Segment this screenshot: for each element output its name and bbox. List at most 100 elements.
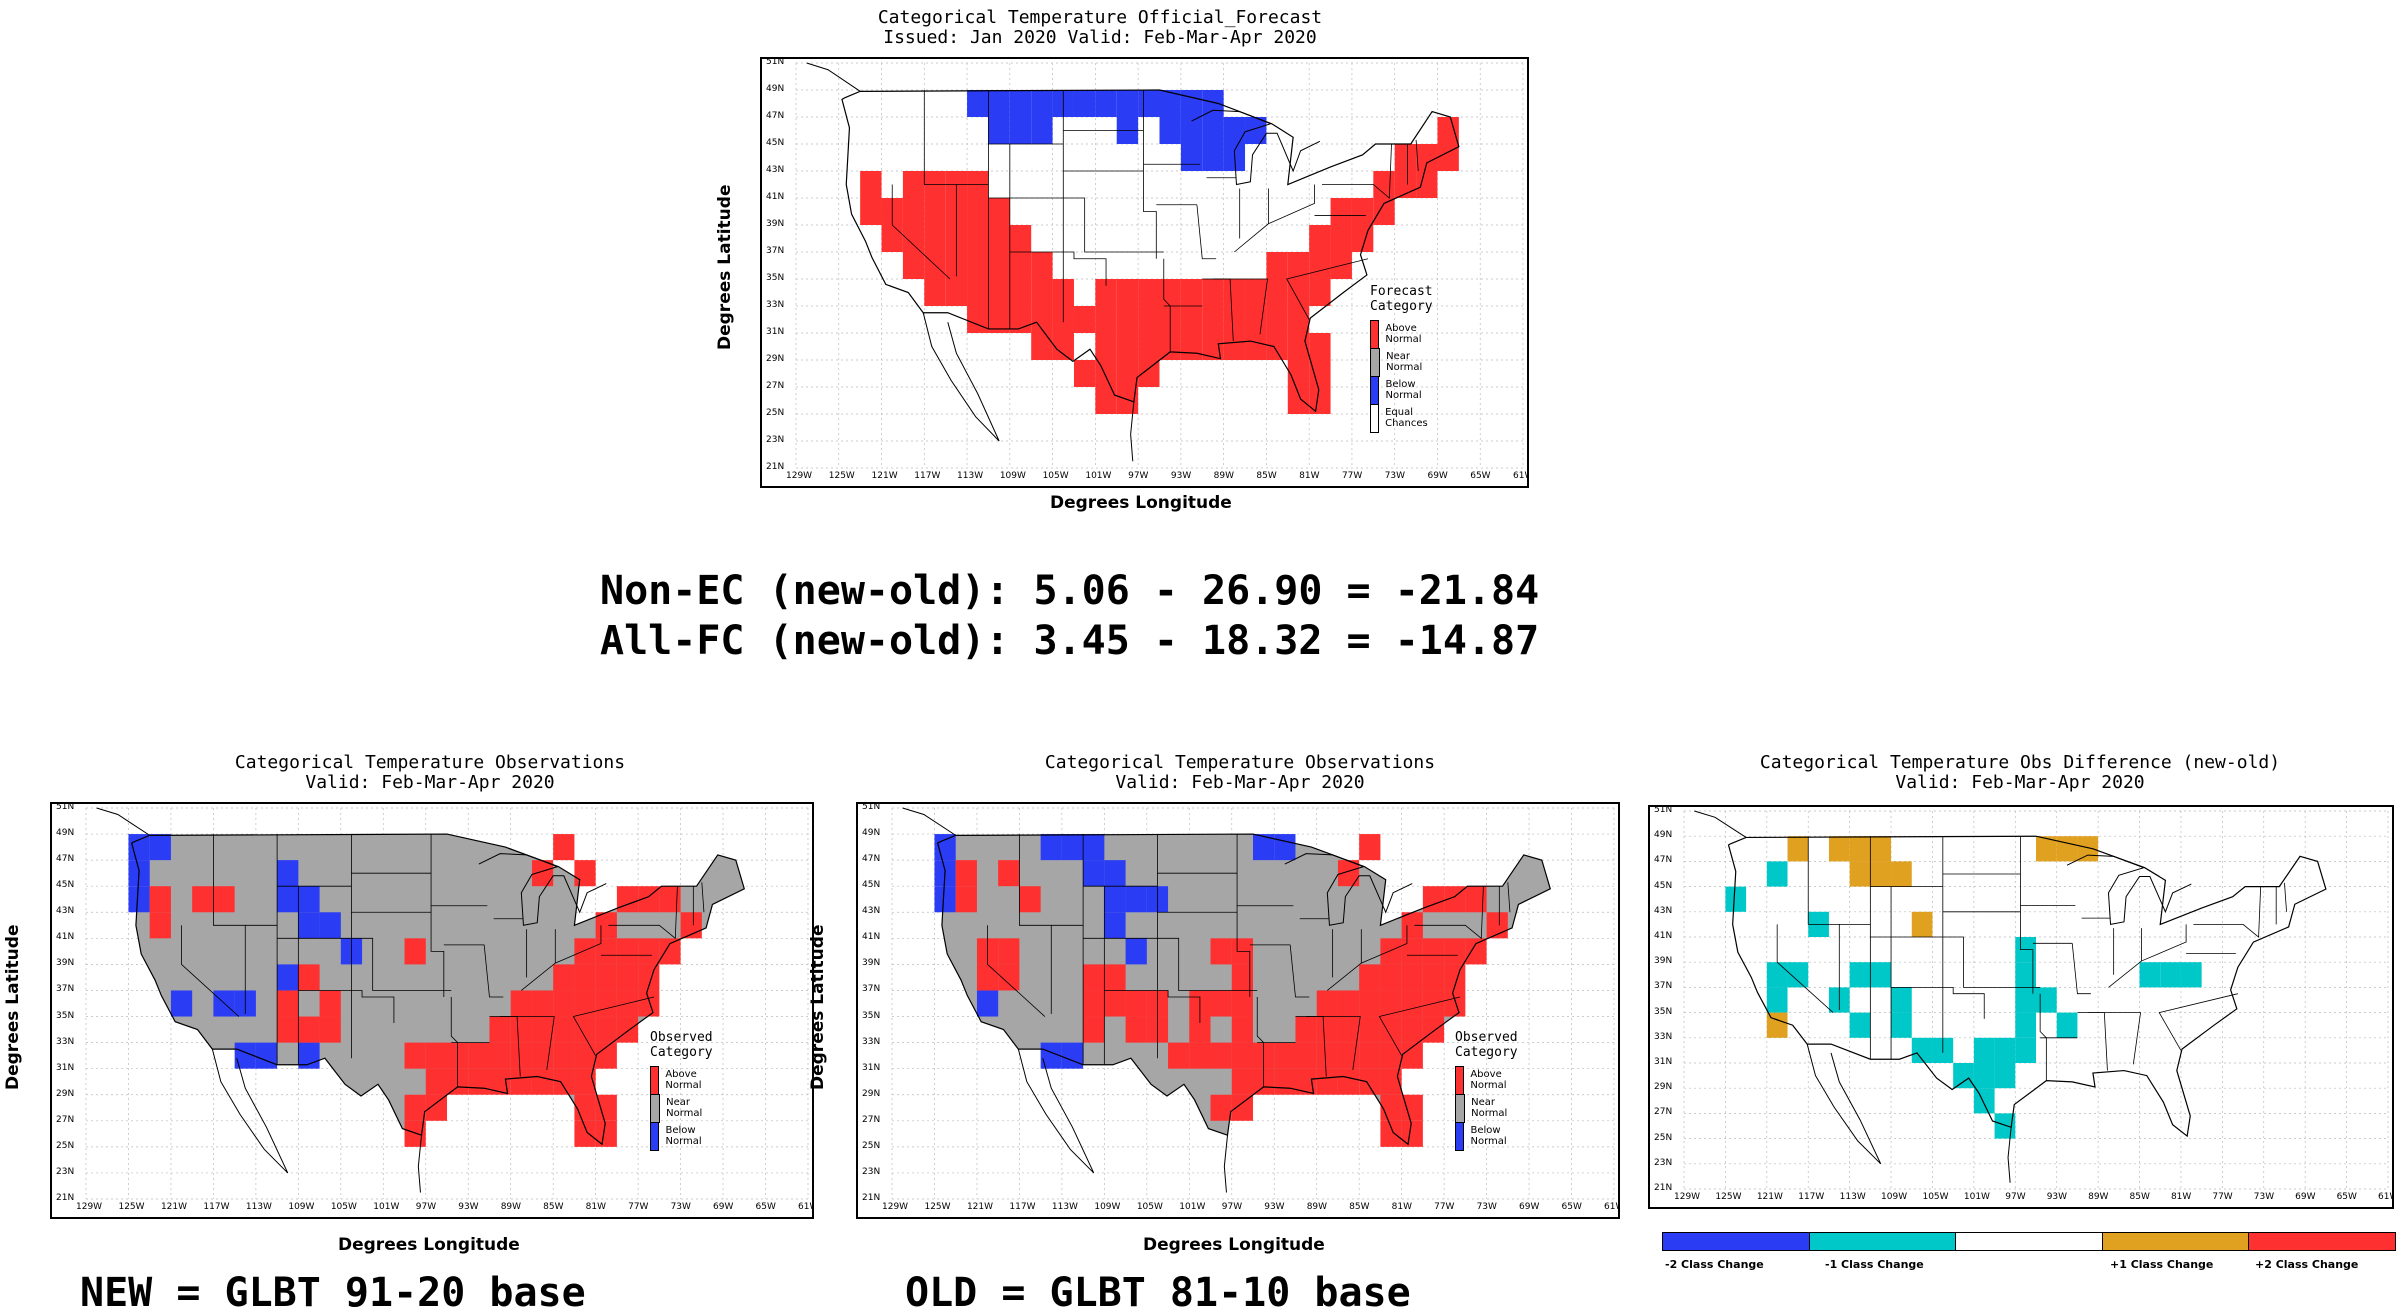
lon-tick-label: 101W [1963,1192,1990,1202]
lon-tick-label: 121W [1756,1192,1783,1202]
state-border [2039,993,2047,1081]
grid-cell [924,198,946,225]
grid-cell [1380,1120,1402,1147]
grid-cell [902,225,925,252]
grid-cell [1891,987,1912,1013]
grid-cell [595,1094,617,1121]
great-lakes [2066,854,2192,925]
lat-tick-label: 45N [1654,880,1673,891]
grid-cell [213,886,235,913]
grid-cell [1104,964,1126,991]
lat-tick-label: 51N [766,57,785,67]
state-border [1256,996,1265,1087]
obs-old-legend: Observed Category Above Normal Near Norm… [1455,1030,1518,1151]
obs-new-ylabel: Degrees Latitude [3,924,23,1090]
canada-coast [1694,810,1747,838]
grid-cell [170,990,193,1017]
lat-tick-label: 23N [766,435,785,445]
grid-cell [1828,836,1850,862]
lat-tick-label: 29N [1654,1082,1673,1093]
grid-cell [510,1042,532,1069]
grid-cell [1189,1016,1211,1043]
grid-cell [988,279,1010,306]
state-border [1083,937,1258,991]
lon-tick-label: 113W [245,1202,272,1212]
lon-tick-label: 65W [1561,1202,1582,1212]
lat-tick-label: 21N [862,1193,881,1203]
grid-cell [531,1068,554,1095]
lat-tick-label: 35N [1654,1006,1673,1017]
lon-tick-label: 73W [2253,1192,2275,1202]
legend-above: Above Normal [1370,319,1433,349]
grid-cell [1401,1094,1423,1121]
great-lakes [1191,109,1321,186]
lon-tick-label: 93W [1264,1202,1285,1212]
grid-cell [319,912,341,939]
state-border [1286,258,1369,320]
lat-tick-label: 47N [862,854,881,865]
grid-cell [1973,1088,1995,1114]
state-border [1306,1016,1361,1071]
grid-cell [149,912,171,939]
grid-cell [1870,962,1892,988]
grid-cell [1787,962,1809,988]
grid-cell [988,252,1010,279]
legend-near: Near Normal [1370,347,1433,377]
grid-cell [2015,962,2036,988]
lat-tick-label: 39N [766,219,785,229]
forecast-legend: Forecast Category Above Normal Near Norm… [1370,284,1433,433]
grid-cell [149,886,171,913]
grid-cell [468,1068,490,1095]
grid-cell [945,279,968,306]
lon-tick-label: 69W [1427,471,1448,481]
grid-cell [1422,964,1445,991]
grid-cell [1870,836,1892,862]
state-border [2077,1012,2108,1071]
grid-cell [902,198,925,225]
old-base-label: OLD = GLBT 81-10 base [905,1270,1411,1316]
grid-cell [1266,279,1288,306]
grid-cell [2015,987,2036,1013]
lat-tick-label: 31N [766,327,785,337]
lat-tick-label: 43N [56,906,75,917]
grid-cell [553,1042,575,1069]
lat-tick-label: 33N [766,300,785,310]
legend-label: Above Normal [1470,1069,1507,1091]
grid-cell [659,938,681,965]
grid-cell [1465,886,1487,913]
grid-cell [1180,306,1203,333]
grid-cell [1401,938,1423,965]
lat-tick-label: 43N [766,165,785,175]
grid-cell [149,834,171,861]
lon-tick-label: 109W [1881,1192,1908,1202]
lon-tick-label: 89W [1213,471,1234,481]
grid-cell [881,225,903,252]
grid-cell [1380,1042,1402,1069]
lat-tick-label: 51N [56,802,75,812]
state-border [987,925,1046,1017]
grid-cell [1223,117,1246,144]
coastline [130,833,746,1146]
state-border [2108,924,2187,988]
lat-tick-label: 33N [56,1036,75,1047]
lat-tick-label: 41N [862,932,881,943]
grid-cell [1040,834,1062,861]
grid-cell [1019,886,1041,913]
colorbar-zero [1956,1233,2103,1250]
grid-cell [1337,1068,1360,1095]
lat-tick-label: 39N [1654,956,1673,967]
mexico-coast [1017,1048,1095,1174]
grid-cell [1359,990,1381,1017]
forecast-xlabel: Degrees Longitude [1050,493,1232,513]
lat-tick-label: 51N [862,802,881,812]
lon-tick-label: 77W [628,1202,649,1212]
legend-label: Near Normal [1386,351,1423,373]
obs-new-title: Categorical Temperature Observations [234,752,626,773]
legend-label: Equal Chances [1385,407,1428,429]
state-border [521,925,602,991]
state-border [1414,886,1484,940]
grid-cell [1031,279,1053,306]
diff-map: 21N 23N 25N 27N 29N 31N 33N 35N 37N 39N 41N 43N 45N 4… [1648,805,2394,1209]
grid-cell [1223,333,1246,360]
lon-tick-label: 125W [1715,1192,1742,1202]
